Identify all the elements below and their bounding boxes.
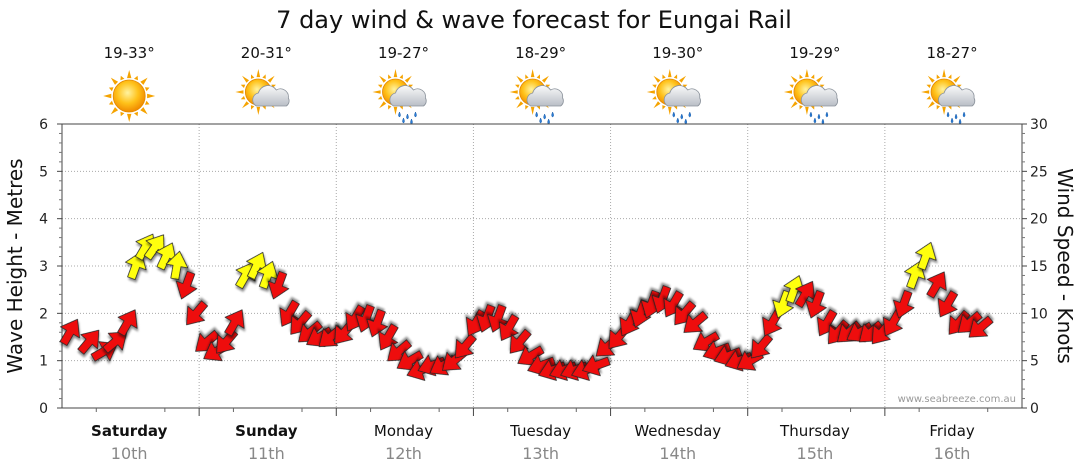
temp-label: 19-29° [789, 44, 840, 62]
date-label: 12th [385, 444, 422, 463]
day-label: Wednesday [634, 422, 721, 440]
y-left-axis-title: Wave Height - Metres [3, 158, 27, 373]
y-right-tick-label: 5 [1030, 354, 1039, 370]
wind-arrow-point [186, 300, 209, 326]
date-label: 16th [934, 444, 971, 463]
temp-label: 20-31° [241, 44, 292, 62]
wind-arrow-point [77, 329, 100, 355]
wind-arrow-point [165, 250, 189, 280]
wind-arrow-point [224, 309, 245, 337]
wind-arrow-point [968, 315, 994, 338]
partly-cloudy-showers-icon [646, 69, 701, 125]
y-left-tick-label: 1 [39, 354, 48, 370]
sunny-icon [103, 70, 156, 122]
wind-arrow-point [751, 333, 774, 359]
y-left-tick-label: 0 [39, 401, 48, 417]
partly-cloudy-icon [235, 69, 290, 115]
y-right-tick-label: 0 [1030, 401, 1039, 417]
day-label: Friday [929, 422, 975, 440]
showers-icon [783, 69, 839, 125]
wind-arrow-point [454, 333, 477, 359]
temp-label: 19-33° [104, 44, 155, 62]
wind-arrow-point [683, 310, 709, 333]
y-left-tick-label: 2 [39, 306, 48, 322]
wind-arrow-point [805, 289, 827, 319]
temp-label: 18-29° [515, 44, 566, 62]
showers-icon [921, 69, 976, 125]
date-label: 14th [659, 444, 696, 463]
wind-arrow-point [498, 313, 520, 341]
wind-arrow-point [378, 323, 399, 351]
wind-arrow-point [235, 262, 256, 290]
day-label: Saturday [91, 422, 168, 440]
day-label: Thursday [779, 422, 850, 440]
date-label: 13th [522, 444, 559, 463]
day-label: Monday [374, 422, 433, 440]
wind-arrow-point [117, 309, 138, 337]
y-right-axis-title: Wind Speed - Knots [1053, 168, 1077, 364]
y-left-tick-label: 4 [39, 212, 48, 228]
y-right-tick-label: 20 [1030, 212, 1048, 228]
wind-arrow-point [59, 318, 80, 346]
date-label: 15th [797, 444, 834, 463]
showers-icon [372, 69, 427, 125]
wind-arrow-point [937, 290, 959, 318]
y-right-tick-label: 10 [1030, 306, 1048, 322]
wind-arrow-point [175, 270, 198, 300]
y-left-tick-label: 3 [39, 259, 48, 275]
day-label: Tuesday [509, 422, 571, 440]
temp-label: 19-27° [378, 44, 429, 62]
day-label: Sunday [235, 422, 298, 440]
y-left-tick-label: 6 [39, 117, 48, 133]
chart-title: 7 day wind & wave forecast for Eungai Ra… [276, 6, 792, 34]
date-label: 11th [248, 444, 285, 463]
wind-arrow-point [582, 354, 611, 377]
partly-cloudy-showers-icon [509, 69, 564, 125]
wind-arrow-point [893, 289, 915, 319]
y-right-tick-label: 25 [1030, 164, 1048, 180]
wind-arrow-point [102, 331, 128, 354]
temp-label: 18-27° [927, 44, 978, 62]
wind-arrow-point [366, 308, 388, 338]
date-label: 10th [111, 444, 148, 463]
y-left-tick-label: 5 [39, 164, 48, 180]
credit-text: www.seabreeze.com.au [898, 394, 1016, 405]
y-right-tick-label: 30 [1030, 117, 1048, 133]
wind-arrow-point [267, 270, 290, 300]
wind-arrow-point [915, 242, 937, 271]
y-right-tick-label: 15 [1030, 259, 1048, 275]
wind-arrow-point [926, 271, 947, 299]
temp-label: 19-30° [652, 44, 703, 62]
